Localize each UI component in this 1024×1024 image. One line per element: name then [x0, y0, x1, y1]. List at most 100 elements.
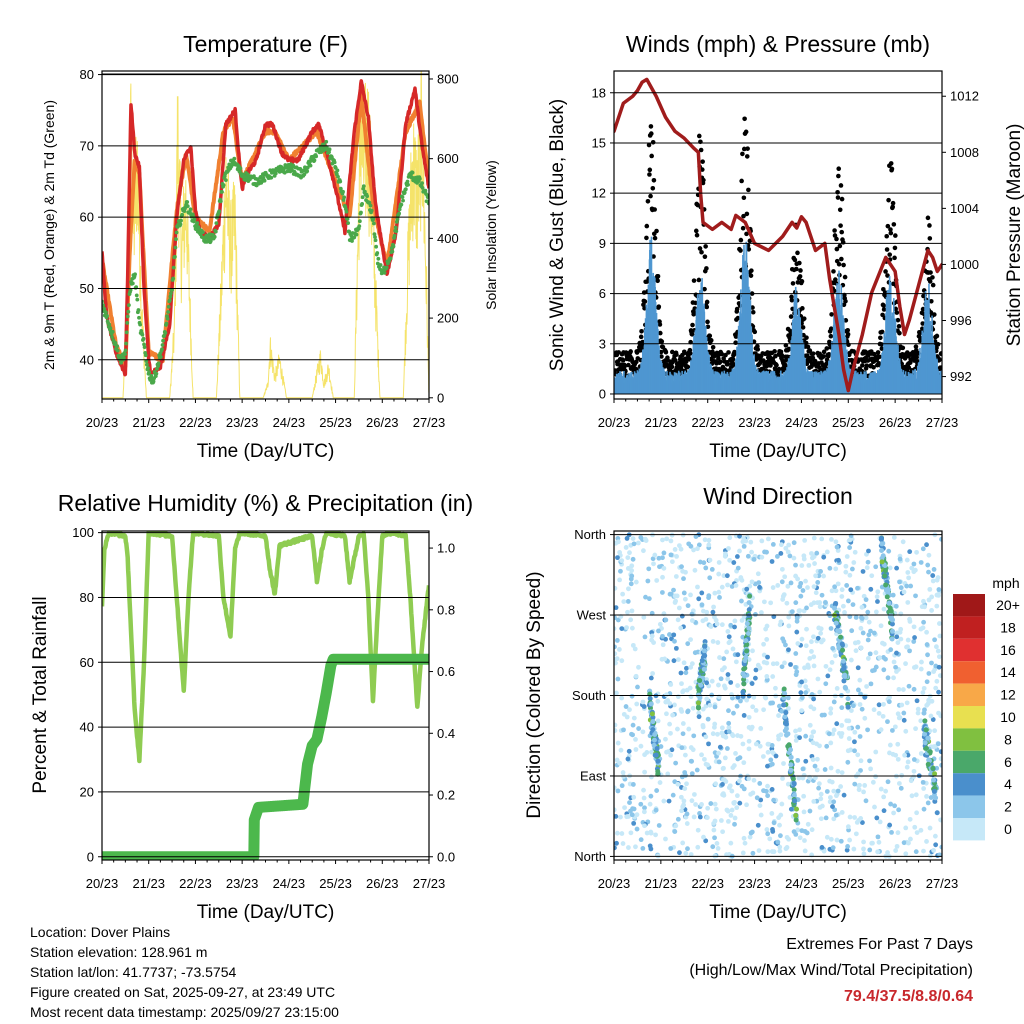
- gust-point: [939, 351, 942, 356]
- wind-direction-point: [672, 829, 678, 834]
- wind-direction-point: [923, 745, 929, 751]
- gust-point: [694, 232, 700, 238]
- wind-direction-point: [717, 744, 723, 750]
- wind-direction-point: [614, 722, 618, 728]
- dewpoint-point: [171, 265, 176, 270]
- wind-direction-point: [882, 567, 888, 573]
- wind-direction-point: [846, 725, 852, 731]
- wind-direction-point: [932, 771, 938, 777]
- temperature-y-axis-title: 2m & 9m T (Red, Orange) & 2m Td (Green): [41, 100, 57, 370]
- gust-point: [659, 339, 665, 344]
- wind-direction-point: [813, 573, 819, 579]
- dewpoint-point: [140, 332, 145, 337]
- wind-direction-point: [859, 706, 865, 712]
- colorbar-label: 6: [1004, 754, 1012, 770]
- dewpoint-point: [420, 186, 425, 190]
- gust-point: [843, 318, 849, 323]
- wind-direction-point: [845, 824, 851, 830]
- dewpoint-point: [357, 224, 362, 229]
- wind-direction-point: [876, 711, 882, 716]
- dewpoint-point: [151, 379, 156, 384]
- wind-direction-point: [883, 656, 888, 662]
- extremes-box: Extremes For Past 7 Days (High/Low/Max W…: [689, 932, 973, 1010]
- y-tick-label-3: 20: [80, 784, 94, 799]
- gust-point: [655, 278, 660, 284]
- gust-point: [930, 275, 935, 280]
- dewpoint-point: [158, 355, 163, 359]
- wind-direction-point: [655, 698, 661, 704]
- wind-direction-point: [881, 606, 887, 612]
- wind-direction-point: [722, 665, 727, 671]
- gust-point: [888, 161, 894, 166]
- gust-point: [697, 246, 703, 251]
- wind-direction-point: [887, 822, 893, 828]
- wind-direction-point: [835, 788, 841, 794]
- wind-direction-point: [903, 851, 909, 857]
- wind-direction-point: [626, 586, 631, 592]
- wind-direction-point: [656, 555, 662, 561]
- gust-point: [705, 319, 710, 325]
- wind-direction-point: [771, 820, 777, 826]
- dewpoint-point: [102, 306, 107, 311]
- wind-direction-point: [740, 850, 746, 856]
- gust-point: [657, 330, 663, 336]
- wind-direction-point: [692, 567, 698, 573]
- wind-direction-point: [753, 741, 759, 747]
- wind-direction-point: [625, 555, 631, 561]
- y-tick-label-1: 60: [80, 210, 94, 225]
- wind-direction-point: [642, 769, 648, 775]
- wind-direction-point: [895, 756, 901, 762]
- wind-direction-point: [780, 597, 786, 602]
- wind-direction-point: [747, 593, 753, 599]
- wind-direction-point: [817, 689, 823, 695]
- wind-direction-point: [853, 648, 859, 654]
- wind-direction-point: [887, 742, 893, 748]
- wind-direction-point: [720, 782, 725, 787]
- wind-direction-point: [669, 747, 675, 753]
- wind-direction-point: [930, 573, 936, 578]
- wind-direction-point: [685, 846, 690, 852]
- gust-point: [738, 248, 743, 253]
- wind-direction-point: [668, 591, 674, 597]
- colorbar-label: 8: [1004, 731, 1012, 747]
- x-tick-label-4: 20/23: [598, 876, 631, 891]
- wind-direction-point: [937, 621, 942, 626]
- wind-direction-point: [911, 561, 917, 567]
- wind-direction-point: [932, 637, 938, 643]
- wind-direction-point: [619, 831, 625, 836]
- colorbar-swatch: [953, 795, 985, 818]
- wind-direction-point: [726, 546, 731, 551]
- dewpoint-point: [108, 326, 113, 331]
- wind-direction-point: [876, 702, 882, 708]
- wind-direction-point: [730, 733, 736, 739]
- wind-direction-point: [617, 760, 623, 766]
- gust-point: [824, 346, 830, 351]
- wind-direction-point: [905, 752, 911, 758]
- wind-direction-point: [788, 762, 794, 768]
- wind-direction-point: [706, 593, 712, 599]
- dewpoint-point: [130, 281, 135, 286]
- wind-direction-point: [735, 683, 741, 688]
- wind-direction-point: [699, 802, 704, 807]
- wind-direction-point: [839, 587, 845, 593]
- wind-direction-point: [653, 752, 659, 758]
- dewpoint-point: [273, 171, 278, 176]
- x-tick-label-3: 26/23: [366, 876, 399, 891]
- wind-direction-point: [782, 691, 788, 697]
- wind-direction-point: [790, 776, 796, 782]
- wind-direction-point: [843, 563, 849, 569]
- wind-direction-point: [863, 615, 869, 621]
- dewpoint-point: [105, 314, 109, 318]
- wind-direction-point: [620, 841, 626, 846]
- x-tick-label-4: 27/23: [926, 876, 959, 891]
- wind-direction-point: [681, 798, 687, 804]
- wind-direction-point: [661, 565, 667, 571]
- wind-direction-point: [688, 852, 694, 857]
- wind-direction-point: [831, 799, 837, 805]
- dewpoint-point: [125, 314, 130, 319]
- wind-direction-point: [933, 842, 939, 848]
- wind-direction-point: [823, 663, 829, 669]
- wind-direction-point: [799, 695, 805, 701]
- wind-direction-point: [716, 589, 722, 595]
- wind-direction-point: [678, 546, 684, 552]
